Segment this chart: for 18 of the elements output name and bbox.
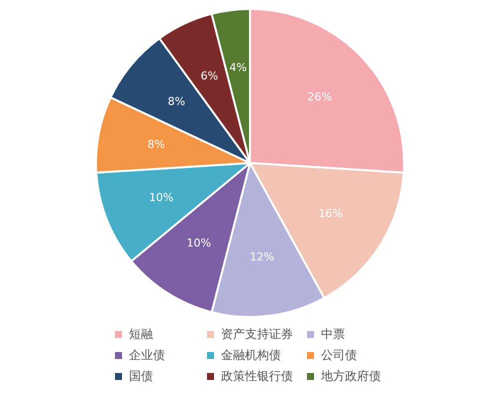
data-label: 4% bbox=[229, 61, 247, 74]
legend-label: 地方政府债 bbox=[321, 368, 381, 385]
legend-label: 公司债 bbox=[321, 347, 357, 364]
data-label: 8% bbox=[147, 138, 165, 151]
legend-label: 短融 bbox=[129, 326, 153, 343]
legend-label: 企业债 bbox=[129, 347, 165, 364]
data-label: 26% bbox=[307, 90, 332, 104]
legend-label: 金融机构债 bbox=[221, 347, 281, 364]
data-label: 6% bbox=[200, 69, 218, 82]
legend-label: 资产支持证券 bbox=[221, 326, 293, 343]
data-label: 16% bbox=[318, 207, 343, 220]
data-label: 10% bbox=[186, 236, 212, 250]
legend-label: 国债 bbox=[129, 368, 153, 385]
data-label: 8% bbox=[168, 95, 186, 108]
data-label: 12% bbox=[250, 250, 274, 264]
legend-label: 政策性银行债 bbox=[221, 368, 293, 385]
legend-label: 中票 bbox=[321, 326, 345, 343]
data-label: 10% bbox=[149, 191, 174, 204]
